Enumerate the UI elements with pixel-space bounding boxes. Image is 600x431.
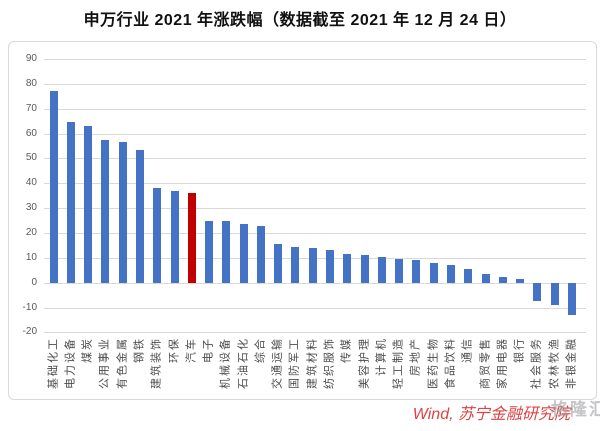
chart-plot-area: 90 80 70 60 50 40 30 20 10 0 -10 -20 基础化工 电力设备 煤炭 公用事业有… [8, 41, 597, 400]
bar-银行 [516, 279, 525, 283]
bar-建筑材料 [308, 247, 317, 283]
x-axis-label-汽车: 汽车 [185, 337, 198, 363]
x-axis-label-计算机: 计算机 [375, 337, 388, 376]
x-axis-label-美容护理: 美容护理 [358, 337, 370, 389]
gridline-70 [44, 108, 586, 110]
bar-环保 [170, 190, 179, 283]
x-axis-label-有色金属: 有色金属 [116, 337, 129, 389]
gridline--10 [44, 307, 586, 309]
gridline-90 [44, 59, 586, 60]
y-axis-tick-80: 80 [25, 77, 37, 89]
bar-机械设备 [222, 220, 231, 283]
gridline-40 [44, 183, 586, 185]
y-axis-tick-90: 90 [25, 53, 37, 64]
x-axis-label-农林牧渔: 农林牧渔 [548, 337, 561, 389]
bar-传媒 [343, 254, 352, 283]
bar-建筑装饰 [153, 188, 162, 283]
y-axis-tick-20: 20 [25, 227, 37, 238]
bar-医药生物 [429, 262, 438, 283]
bar-综合 [256, 225, 265, 283]
y-axis-tick-70: 70 [25, 102, 37, 114]
y-axis-tick-0: 0 [31, 276, 37, 288]
x-axis-label-房地产: 房地产 [409, 337, 422, 376]
y-axis-tick-60: 60 [25, 127, 37, 139]
bar-钢铁 [135, 149, 144, 283]
bar-公用事业 [101, 139, 110, 283]
x-axis-label-煤炭: 煤炭 [81, 337, 94, 363]
bar-食品饮料 [446, 265, 455, 283]
x-axis-label-通信: 通信 [461, 337, 474, 363]
bar-商贸零售 [481, 274, 490, 283]
x-axis-label-电力设备: 电力设备 [64, 337, 77, 389]
y-axis-tick--10: -10 [22, 301, 37, 313]
bar-非银金融 [567, 282, 576, 315]
y-axis-tick-40: 40 [25, 177, 37, 189]
bar-国防军工 [291, 246, 300, 283]
bar-美容护理 [360, 255, 369, 283]
x-axis-label-银行: 银行 [513, 337, 526, 363]
gridline-80 [44, 83, 586, 85]
x-axis-label-钢铁: 钢铁 [133, 337, 146, 363]
bar-计算机 [377, 256, 386, 283]
bar-石油石化 [239, 224, 248, 283]
x-axis-label-商贸零售: 商贸零售 [479, 337, 491, 389]
y-axis-tick-50: 50 [25, 152, 37, 164]
gridline-30 [44, 208, 586, 210]
gridline-20 [44, 233, 586, 234]
x-axis-label-建筑材料: 建筑材料 [306, 337, 319, 389]
x-axis-label-机械设备: 机械设备 [219, 337, 232, 389]
x-axis-label-建筑装饰: 建筑装饰 [150, 337, 163, 389]
bar-家用电器 [498, 276, 507, 283]
x-axis-label-家用电器: 家用电器 [496, 337, 509, 389]
chart-title: 申万行业 2021 年涨跌幅（数据截至 2021 年 12 月 24 日） [83, 12, 517, 29]
source-note: Wind, 苏宁金融研究院 [412, 406, 570, 423]
bar-纺织服饰 [326, 250, 334, 283]
y-axis-tick--20: -20 [22, 326, 37, 338]
bar-煤炭 [84, 126, 93, 283]
x-axis-label-基础化工: 基础化工 [47, 337, 59, 389]
x-axis-label-公用事业: 公用事业 [98, 337, 111, 389]
x-axis-label-环保: 环保 [168, 337, 180, 363]
x-axis-label-纺织服饰: 纺织服饰 [323, 337, 336, 389]
x-axis-label-传媒: 传媒 [340, 337, 353, 363]
bar-交通运输 [274, 244, 283, 283]
bar-基础化工 [49, 91, 58, 283]
bar-电力设备 [66, 122, 75, 283]
x-axis-label-食品饮料: 食品饮料 [444, 337, 457, 389]
x-axis-label-医药生物: 医药生物 [427, 337, 440, 389]
x-axis-label-综合: 综合 [254, 337, 267, 363]
gridline-0 [44, 282, 586, 284]
bar-电子 [205, 220, 213, 283]
bar-轻工制造 [395, 259, 404, 283]
y-axis-tick-30: 30 [25, 202, 37, 214]
x-axis-label-石油石化: 石油石化 [237, 337, 250, 389]
y-axis-tick-10: 10 [25, 251, 37, 263]
x-axis-label-社会服务: 社会服务 [530, 337, 543, 389]
bar-通信 [464, 269, 473, 283]
x-axis-label-交通运输: 交通运输 [271, 337, 284, 389]
gridline-50 [44, 158, 586, 160]
bar-汽车 [187, 193, 196, 283]
x-axis-label-国防军工: 国防军工 [288, 337, 301, 389]
bar-房地产 [412, 260, 421, 283]
bar-社会服务 [533, 282, 542, 302]
x-axis-label-轻工制造: 轻工制造 [392, 337, 405, 389]
x-axis-label-非银金融: 非银金融 [565, 337, 578, 389]
bar-农林牧渔 [550, 282, 559, 306]
bar-有色金属 [118, 142, 127, 283]
gridline-60 [44, 133, 586, 135]
x-axis-label-电子: 电子 [202, 337, 215, 363]
gridline--20 [44, 332, 586, 334]
gelonghui-watermark-logo: 格隆汇 [551, 400, 600, 419]
